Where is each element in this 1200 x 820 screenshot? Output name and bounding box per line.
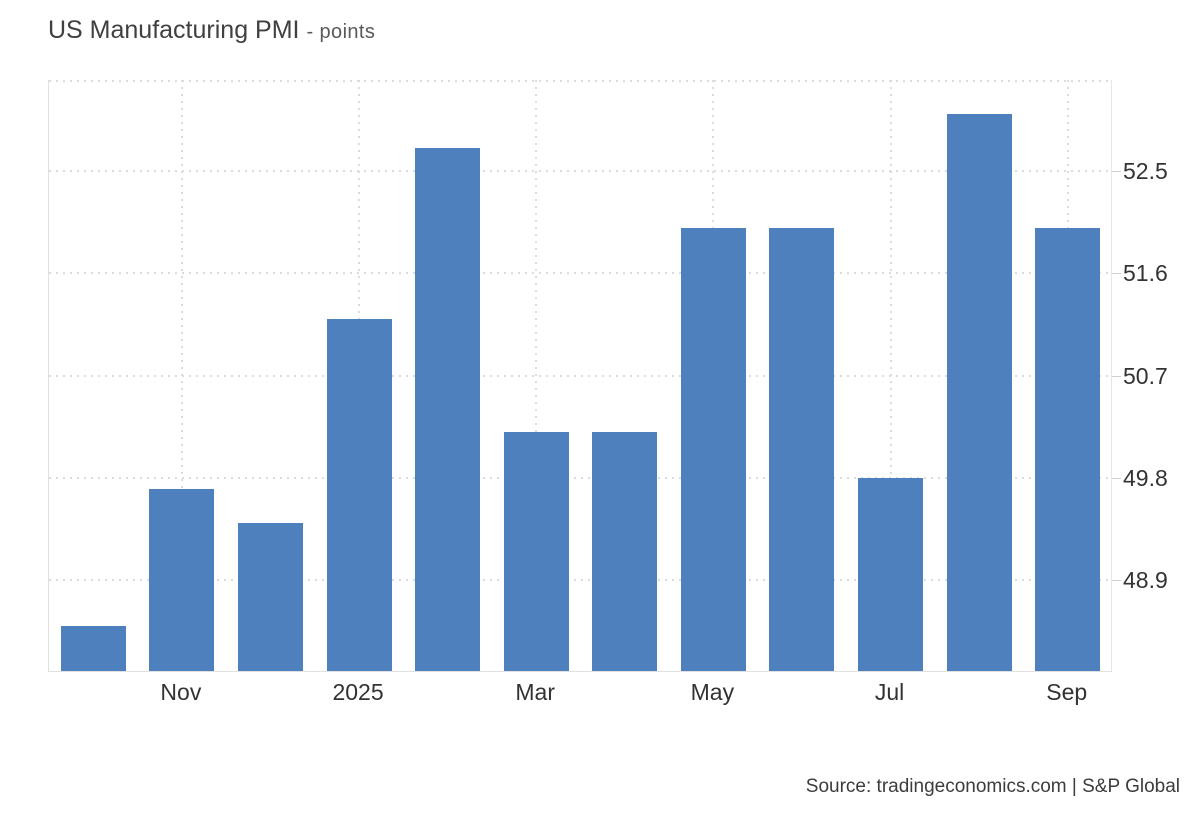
bar-slot: [669, 80, 758, 671]
chart-title-unit: - points: [306, 21, 376, 43]
bar-jan-2025[interactable]: [326, 318, 392, 671]
bar-slot: [226, 80, 315, 671]
chart-title-text: US Manufacturing PMI: [48, 16, 300, 44]
y-tick-label-51.6: 51.6: [1123, 260, 1168, 287]
h-gridline-49.8: [49, 476, 1112, 479]
x-tick-label-2025: 2025: [332, 679, 384, 705]
bar-slot: [49, 80, 138, 671]
x-tick-label-Sep: Sep: [1046, 679, 1088, 705]
x-tick-label-Jul: Jul: [874, 679, 905, 705]
y-tick-label-50.7: 50.7: [1123, 362, 1168, 389]
bar-mar-2025[interactable]: [503, 432, 569, 671]
x-axis: Nov 2025 Mar May Jul Sep: [48, 677, 1111, 709]
bar-sep-2025[interactable]: [1035, 227, 1101, 671]
bar-oct-2024[interactable]: [60, 625, 126, 671]
y-tick-mark-50.7: [1112, 375, 1121, 377]
y-tick-label-49.8: 49.8: [1123, 464, 1168, 491]
source-note: Source: tradingeconomics.com | S&P Globa…: [805, 776, 1180, 797]
bar-slot: [1023, 80, 1112, 671]
y-tick-mark-48.9: [1112, 580, 1121, 582]
bar-slot: [315, 80, 404, 671]
v-gridline-Mar: [535, 80, 538, 671]
bar-slot: [403, 80, 492, 671]
y-axis: 52.5 51.6 50.7 49.8 48.9: [1111, 80, 1200, 671]
y-tick-label-52.5: 52.5: [1123, 157, 1168, 184]
y-tick-label-48.9: 48.9: [1123, 567, 1168, 594]
bar-dec-2024[interactable]: [237, 523, 303, 671]
y-tick-mark-52.5: [1112, 170, 1121, 172]
bar-slot: [935, 80, 1024, 671]
h-gridline-52.5: [49, 169, 1112, 172]
h-gridline-48.9: [49, 579, 1112, 582]
x-tick-label-Mar: Mar: [515, 679, 556, 705]
v-gridline-Nov: [180, 80, 183, 671]
plot-top-border: [49, 80, 1112, 82]
y-tick-mark-51.6: [1112, 273, 1121, 275]
bar-feb-2025[interactable]: [415, 148, 481, 671]
h-gridline-50.7: [49, 374, 1112, 377]
h-gridline-51.6: [49, 272, 1112, 275]
bar-slot: [580, 80, 669, 671]
bar-nov-2024[interactable]: [149, 489, 215, 671]
bar-jun-2025[interactable]: [769, 227, 835, 671]
bar-slot: [138, 80, 227, 671]
bar-aug-2025[interactable]: [946, 114, 1012, 671]
v-gridline-Jul: [889, 80, 892, 671]
bar-jul-2025[interactable]: [857, 477, 923, 671]
bar-series: [49, 80, 1112, 671]
bar-slot: [492, 80, 581, 671]
bar-apr-2025[interactable]: [592, 432, 658, 671]
y-tick-mark-49.8: [1112, 477, 1121, 479]
x-tick-label-Nov: Nov: [160, 679, 202, 705]
x-tick-label-May: May: [690, 679, 735, 705]
plot-area: [48, 80, 1112, 672]
bar-slot: [846, 80, 935, 671]
chart-title: US Manufacturing PMI - points: [48, 16, 375, 45]
bar-slot: [758, 80, 847, 671]
bar-may-2025[interactable]: [680, 227, 746, 671]
